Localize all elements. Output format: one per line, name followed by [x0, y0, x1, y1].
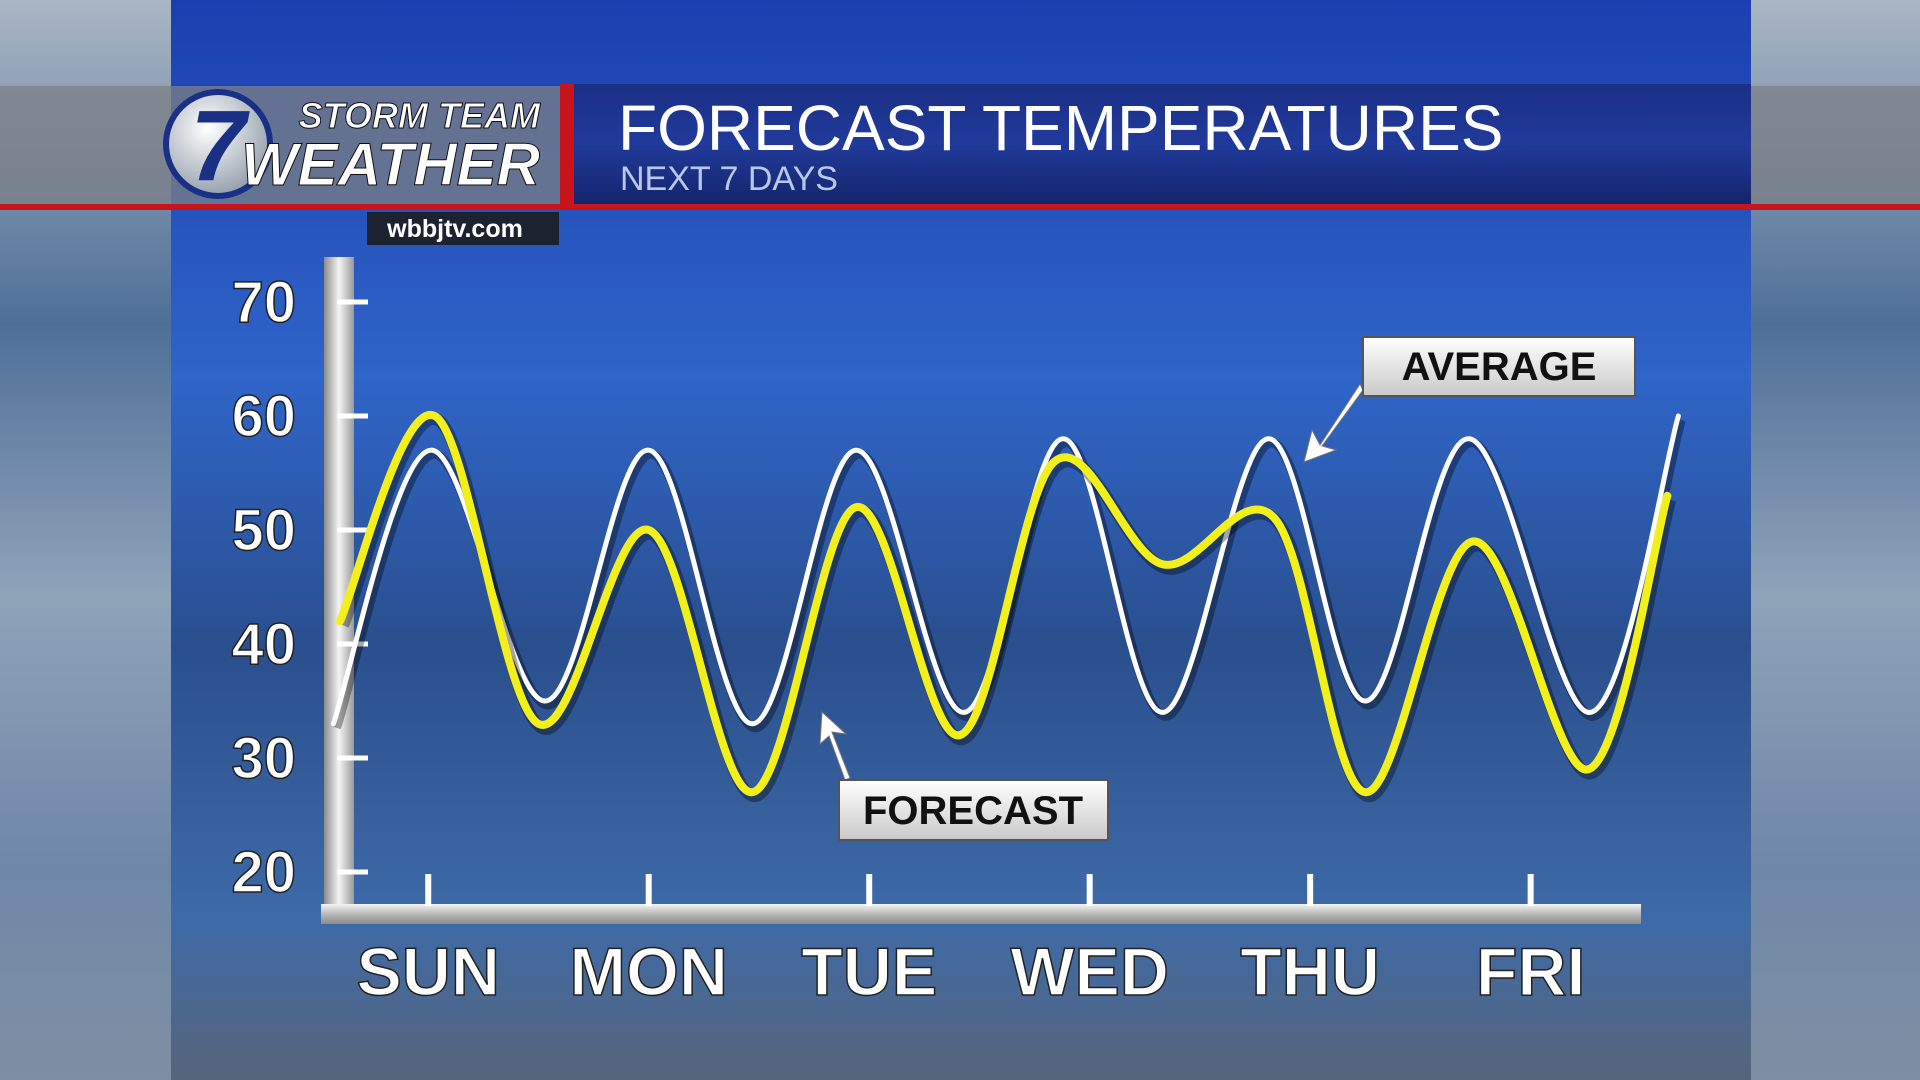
forecast-arrow: [819, 710, 851, 781]
title-bar: [560, 84, 1751, 204]
logo-line1: STORM TEAM: [299, 95, 541, 136]
header-red-line: [0, 204, 1920, 210]
forecast-label: FORECAST: [863, 789, 1083, 833]
x-tick-label: WED: [1010, 934, 1169, 1010]
logo-number: 7: [190, 90, 250, 202]
average-label-box: [1362, 336, 1636, 397]
series-line: [336, 411, 1672, 797]
average-arrow: [1303, 382, 1364, 463]
title-accent: [560, 84, 574, 204]
y-tick-label: 40: [231, 612, 296, 677]
y-tick-label: 70: [231, 270, 296, 335]
y-axis-bar: [324, 257, 354, 907]
forecast-label-box: [838, 779, 1109, 841]
y-tick-label: 30: [231, 726, 296, 791]
chart-subtitle: NEXT 7 DAYS: [620, 160, 838, 198]
x-tick-label: SUN: [356, 934, 500, 1010]
logo-circle: [163, 89, 273, 199]
y-tick-label: 50: [231, 498, 296, 563]
x-tick-label: FRI: [1476, 934, 1586, 1010]
series-shadow: [337, 413, 1677, 803]
average-label: AVERAGE: [1402, 345, 1597, 389]
website-box: [367, 212, 559, 245]
y-tick-label: 20: [231, 840, 296, 905]
x-tick-label: THU: [1240, 934, 1380, 1010]
x-tick-label: MON: [569, 934, 728, 1010]
x-axis-bar: [321, 904, 1641, 924]
x-tick-label: TUE: [801, 934, 937, 1010]
logo-line2: WEATHER: [241, 131, 540, 198]
website: wbbjtv.com: [386, 215, 523, 243]
y-tick-label: 60: [231, 384, 296, 449]
chart-title: FORECAST TEMPERATURES: [618, 92, 1503, 164]
plot-area: 20 30 40 50 60 70 SUN MON TUE WED THU FRI: [231, 269, 1686, 1011]
